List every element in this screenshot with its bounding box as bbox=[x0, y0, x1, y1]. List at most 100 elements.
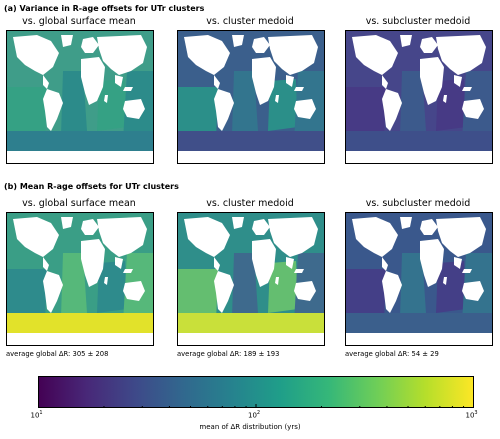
colorbar-gradient bbox=[38, 376, 474, 408]
land-mass bbox=[462, 269, 472, 273]
map-svg-b1 bbox=[7, 213, 153, 345]
land-mass bbox=[382, 257, 388, 271]
heatmap-panel-a1 bbox=[6, 30, 154, 164]
land-mass bbox=[13, 35, 59, 75]
land-mass bbox=[81, 57, 105, 105]
average-label-1: average global ΔR: 305 ± 208 bbox=[6, 350, 109, 358]
land-mass bbox=[214, 271, 234, 313]
land-mass bbox=[400, 35, 412, 47]
land-mass bbox=[252, 37, 270, 53]
land-mass bbox=[13, 217, 59, 257]
land-mass bbox=[275, 277, 279, 285]
ocean-region bbox=[400, 253, 426, 317]
land-mass bbox=[43, 257, 49, 271]
land-mass bbox=[400, 217, 412, 229]
land-mass bbox=[123, 281, 145, 301]
land-mass bbox=[346, 333, 492, 345]
land-mass bbox=[178, 333, 324, 345]
heatmap-panel-a2 bbox=[177, 30, 325, 164]
land-mass bbox=[420, 57, 444, 105]
ocean-region bbox=[436, 261, 466, 313]
land-mass bbox=[382, 89, 402, 131]
panel-a3-title: vs. subcluster medoid bbox=[365, 16, 471, 27]
land-mass bbox=[61, 35, 73, 47]
average-label-2: average global ΔR: 189 ± 193 bbox=[177, 350, 280, 358]
ocean-region bbox=[400, 71, 426, 135]
land-mass bbox=[81, 219, 99, 235]
land-mass bbox=[7, 151, 153, 163]
land-mass bbox=[184, 217, 230, 257]
land-mass bbox=[123, 99, 145, 119]
land-mass bbox=[43, 271, 63, 313]
land-mass bbox=[294, 269, 304, 273]
ocean-region bbox=[97, 261, 127, 313]
panel-b1-title: vs. global surface mean bbox=[22, 198, 136, 209]
land-mass bbox=[443, 95, 447, 103]
land-mass bbox=[232, 217, 244, 229]
land-mass bbox=[268, 217, 318, 257]
map-svg-a1 bbox=[7, 31, 153, 163]
map-svg-b3 bbox=[346, 213, 492, 345]
ocean-region bbox=[346, 131, 492, 151]
land-mass bbox=[436, 217, 486, 257]
ocean-region bbox=[268, 79, 298, 131]
land-mass bbox=[43, 89, 63, 131]
land-mass bbox=[436, 35, 486, 75]
colorbar-tick-label-2: 103 bbox=[466, 410, 478, 419]
land-mass bbox=[7, 333, 153, 345]
land-mass bbox=[97, 217, 147, 257]
land-mass bbox=[420, 219, 438, 235]
panel-b3-title: vs. subcluster medoid bbox=[365, 198, 471, 209]
colorbar-label: mean of ΔR distribution (yrs) bbox=[199, 423, 301, 431]
ocean-region bbox=[61, 71, 87, 135]
ocean-region bbox=[268, 261, 298, 313]
section-b-title: (b) Mean R-age offsets for UTr clusters bbox=[4, 182, 179, 191]
land-mass bbox=[115, 75, 123, 87]
land-mass bbox=[252, 219, 270, 235]
ocean-region bbox=[7, 131, 153, 151]
land-mass bbox=[104, 277, 108, 285]
ocean-region bbox=[61, 253, 87, 317]
land-mass bbox=[454, 257, 462, 269]
land-mass bbox=[294, 99, 316, 119]
tick-base: 10 bbox=[465, 411, 475, 420]
land-mass bbox=[123, 269, 133, 273]
ocean-region bbox=[7, 313, 153, 333]
land-mass bbox=[81, 37, 99, 53]
land-mass bbox=[443, 277, 447, 285]
panel-b2-title: vs. cluster medoid bbox=[206, 198, 294, 209]
ocean-region bbox=[232, 71, 258, 135]
ocean-region bbox=[178, 313, 324, 333]
land-mass bbox=[294, 87, 304, 91]
colorbar-rect bbox=[38, 376, 474, 408]
heatmap-panel-b2 bbox=[177, 212, 325, 346]
land-mass bbox=[420, 239, 444, 287]
land-mass bbox=[275, 95, 279, 103]
land-mass bbox=[61, 217, 73, 229]
ocean-region bbox=[232, 253, 258, 317]
heatmap-panel-b1 bbox=[6, 212, 154, 346]
tick-base: 10 bbox=[248, 411, 257, 420]
tick-exponent: 2 bbox=[256, 410, 261, 416]
land-mass bbox=[462, 99, 484, 119]
heatmap-panel-b3 bbox=[345, 212, 493, 346]
heatmap-panel-a3 bbox=[345, 30, 493, 164]
map-svg-a3 bbox=[346, 31, 492, 163]
land-mass bbox=[294, 281, 316, 301]
land-mass bbox=[214, 257, 220, 271]
land-mass bbox=[123, 87, 133, 91]
land-mass bbox=[115, 257, 123, 269]
land-mass bbox=[286, 257, 294, 269]
land-mass bbox=[462, 281, 484, 301]
land-mass bbox=[252, 57, 276, 105]
ocean-region bbox=[346, 313, 492, 333]
average-label-3: average global ΔR: 54 ± 29 bbox=[345, 350, 439, 358]
land-mass bbox=[352, 217, 398, 257]
land-mass bbox=[81, 239, 105, 287]
land-mass bbox=[268, 35, 318, 75]
land-mass bbox=[214, 89, 234, 131]
land-mass bbox=[382, 75, 388, 89]
land-mass bbox=[252, 239, 276, 287]
land-mass bbox=[462, 87, 472, 91]
ocean-region bbox=[436, 79, 466, 131]
